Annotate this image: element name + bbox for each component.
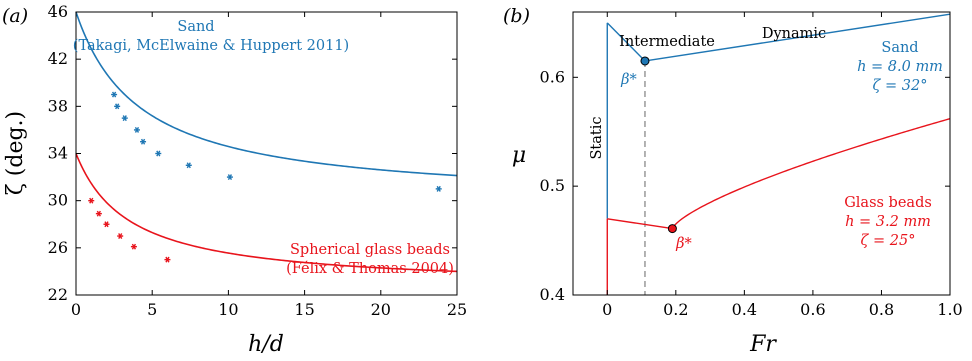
panel-b: (b) 0 0.2 0.4 0.6 0.8 1.0 0.4 0.5 0.6 Fr μ Stati… (503, 5, 963, 357)
asterisk-stroke (165, 256, 170, 263)
x-tick-label: 0.6 (800, 300, 825, 319)
panel-b-ylabel: μ (512, 143, 526, 168)
x-tick-label: 1.0 (937, 300, 962, 319)
asterisk-stroke (122, 115, 127, 122)
x-tick-label: 0 (602, 300, 612, 319)
panel-a: (a) 0 5 10 15 20 25 22 26 30 34 38 42 46 h/d ζ (deg.… (2, 2, 467, 357)
y-tick-label: 34 (48, 144, 68, 163)
panel-b-xlabel: Fr (749, 332, 777, 357)
glass-data-point (130, 243, 137, 250)
sand-intermediate-line (606, 22, 646, 62)
asterisk-stroke (186, 162, 191, 169)
y-tick-label: 0.4 (540, 285, 565, 304)
y-tick-label: 0.5 (540, 176, 565, 195)
y-tick-label: 42 (48, 49, 68, 68)
glass-data-point (88, 197, 95, 204)
glass-h-label: h = 3.2 mm (845, 214, 931, 230)
y-tick-label: 0.6 (540, 67, 565, 86)
panel-a-label: (a) (2, 5, 28, 27)
x-tick-label: 25 (447, 300, 467, 319)
sand-data-point (155, 150, 162, 157)
y-tick-label: 38 (48, 96, 68, 115)
asterisk-stroke (156, 150, 161, 157)
sand-data-point (114, 103, 121, 110)
glass-series-name-b: Glass beads (844, 195, 932, 211)
sand-data-point (140, 138, 147, 145)
sand-zeta-label: ζ = 32° (873, 78, 928, 94)
asterisk-stroke (436, 185, 441, 192)
y-tick-label: 22 (48, 285, 68, 304)
asterisk-stroke (89, 197, 94, 204)
asterisk-stroke (115, 103, 120, 110)
glass-intermediate-line (607, 218, 673, 230)
x-tick-label: 0.2 (663, 300, 688, 319)
x-tick-label: 5 (147, 300, 157, 319)
asterisk-stroke (111, 91, 117, 98)
glass-zeta-label: ζ = 25° (861, 233, 916, 249)
sand-dynamic-line (644, 13, 951, 62)
x-tick-label: 0.4 (732, 300, 757, 319)
y-tick-label: 26 (48, 238, 68, 257)
sand-beta-label: β* (620, 72, 637, 88)
sand-data-point (133, 126, 140, 133)
asterisk-stroke (134, 126, 140, 133)
x-tick-label: 0.8 (869, 300, 894, 319)
panel-a-xlabel: h/d (248, 332, 284, 357)
region-dynamic: Dynamic (762, 26, 826, 42)
glass-data-point (117, 233, 124, 239)
glass-beta-label: β* (675, 236, 692, 252)
asterisk-stroke (118, 233, 123, 239)
region-intermediate: Intermediate (619, 34, 715, 50)
asterisk-stroke (104, 221, 109, 228)
sand-data-point (185, 162, 192, 169)
sand-beta-marker (640, 56, 650, 66)
y-tick-label: 46 (48, 2, 68, 21)
x-tick-label: 10 (218, 300, 238, 319)
glass-data-point (164, 256, 171, 263)
panel-a-ylabel: ζ (deg.) (3, 111, 28, 195)
glass-source: (Félix & Thomas 2004) (286, 261, 454, 277)
panel-b-label: (b) (503, 5, 530, 27)
asterisk-stroke (140, 138, 146, 145)
panel-a-frame (75, 11, 458, 296)
glass-data-point (95, 210, 102, 217)
panel-b-frame (572, 11, 951, 296)
sand-source: (Takagi, McElwaine & Huppert 2011) (73, 38, 349, 54)
sand-fit-curve (75, 11, 458, 177)
asterisk-stroke (227, 174, 233, 181)
asterisk-stroke (96, 210, 101, 217)
glass-data-point (103, 221, 110, 228)
glass-dynamic-curve (671, 117, 951, 229)
region-static: Static (589, 117, 605, 160)
sand-data-point (435, 185, 442, 192)
asterisk-stroke (131, 243, 137, 250)
sand-series-name-a: Sand (177, 19, 214, 35)
sand-data-point (226, 174, 233, 181)
sand-data-point (121, 115, 128, 122)
x-tick-label: 0 (71, 300, 81, 319)
glass-beta-marker (667, 224, 677, 234)
sand-data-point (111, 91, 118, 98)
glass-series-name-a: Spherical glass beads (290, 242, 450, 258)
sand-series-name-b: Sand (881, 40, 918, 56)
x-tick-label: 20 (371, 300, 391, 319)
sand-h-label: h = 8.0 mm (857, 59, 943, 75)
y-tick-label: 30 (48, 191, 68, 210)
x-tick-label: 15 (294, 300, 314, 319)
glass-fit-curve (75, 153, 458, 273)
